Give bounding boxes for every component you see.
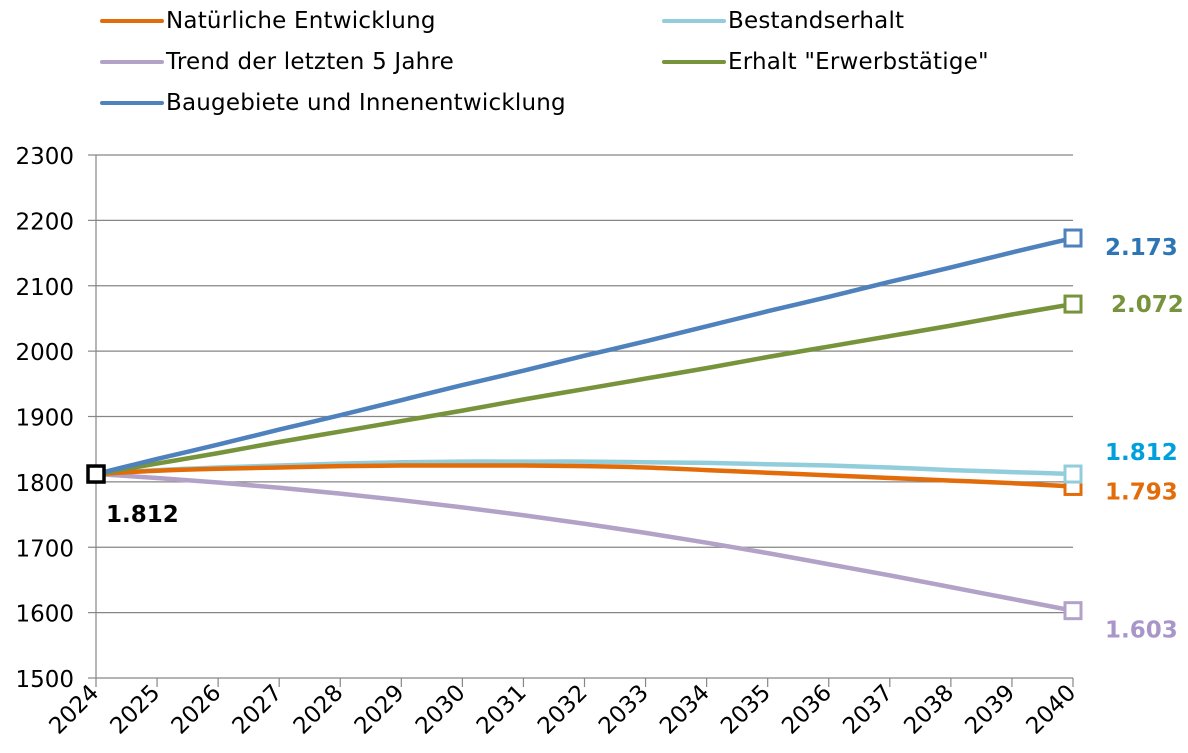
chart-legend: Natürliche Entwicklung Bestandserhalt Tr…: [100, 4, 1100, 124]
legend-label: Trend der letzten 5 Jahre: [166, 49, 454, 75]
legend-swatch-trend: [100, 60, 164, 64]
legend-item-bestandserhalt: Bestandserhalt: [662, 4, 904, 38]
legend-swatch-natuerliche-entwicklung: [100, 19, 164, 23]
legend-item-trend: Trend der letzten 5 Jahre: [100, 45, 454, 79]
x-tick-label: 2037: [838, 680, 898, 740]
y-tick-label: 1800: [15, 471, 74, 497]
x-tick-label: 2026: [167, 680, 227, 740]
legend-swatch-erwerbstaetige: [662, 60, 726, 64]
start-marker: [86, 464, 106, 484]
y-tick-label: 1700: [15, 536, 74, 562]
legend-label: Natürliche Entwicklung: [166, 8, 436, 34]
legend-label: Erhalt "Erwerbstätige": [728, 49, 989, 75]
x-tick-label: 2036: [777, 680, 837, 740]
x-tick-label: 2038: [899, 680, 959, 740]
end-value-label: 1.793: [1105, 479, 1178, 505]
start-value-label: 1.812: [106, 502, 179, 528]
end-value-label: 1.812: [1105, 440, 1178, 466]
x-tick-label: 2030: [411, 680, 471, 740]
series-line-4: [93, 235, 1076, 477]
y-tick-label: 2000: [15, 340, 74, 366]
x-tick-label: 2025: [106, 680, 166, 740]
end-marker-3: [1063, 294, 1083, 314]
x-tick-label: 2039: [960, 680, 1020, 740]
x-tick-label: 2031: [472, 680, 532, 740]
legend-item-natuerliche-entwicklung: Natürliche Entwicklung: [100, 4, 436, 38]
y-tick-label: 2200: [15, 209, 74, 235]
x-tick-label: 2034: [655, 680, 715, 740]
series-line-0: [93, 463, 1076, 489]
y-tick-label: 2300: [15, 144, 74, 170]
x-tick-label: 2032: [533, 680, 593, 740]
legend-swatch-bestandserhalt: [662, 19, 726, 23]
end-value-label: 2.072: [1111, 292, 1184, 318]
x-tick-label: 2040: [1021, 680, 1081, 740]
legend-label: Bestandserhalt: [728, 8, 905, 34]
end-marker-2: [1063, 601, 1083, 621]
legend-swatch-baugebiete: [100, 101, 164, 105]
end-value-label: 1.603: [1105, 618, 1178, 644]
end-value-label: 2.173: [1105, 235, 1178, 261]
legend-label: Baugebiete und Innenentwicklung: [166, 90, 566, 116]
y-tick-label: 1600: [15, 602, 74, 628]
x-tick-label: 2028: [289, 680, 349, 740]
end-marker-1: [1063, 464, 1083, 484]
y-tick-label: 2100: [15, 275, 74, 301]
x-tick-label: 2035: [716, 680, 776, 740]
x-tick-label: 2027: [228, 680, 288, 740]
legend-item-erwerbstaetige: Erhalt "Erwerbstätige": [662, 45, 989, 79]
end-marker-4: [1063, 228, 1083, 248]
y-tick-label: 1900: [15, 406, 74, 432]
series-line-2: [93, 471, 1076, 613]
y-tick-label: 1500: [15, 667, 74, 693]
x-tick-label: 2029: [350, 680, 410, 740]
legend-item-baugebiete: Baugebiete und Innenentwicklung: [100, 86, 566, 120]
series-line-3: [93, 301, 1076, 477]
x-tick-label: 2033: [594, 680, 654, 740]
